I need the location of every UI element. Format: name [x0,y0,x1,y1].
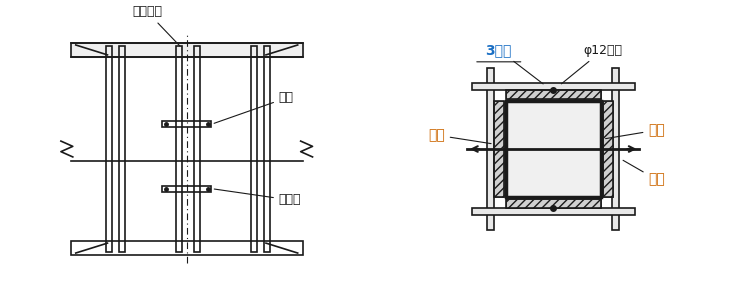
Bar [612,68,619,230]
Bar [505,199,601,208]
Bar [603,101,613,196]
Text: 模板: 模板 [605,123,665,139]
Bar [494,101,504,196]
Bar [119,46,125,251]
Text: 钢管: 钢管 [623,160,665,187]
Bar [505,90,601,100]
Bar [71,43,303,57]
Bar [162,121,212,127]
Bar [176,46,182,251]
Bar [488,68,494,230]
Bar [505,90,601,100]
Bar [162,186,212,192]
Text: 柱模板: 柱模板 [215,189,301,207]
Bar [71,241,303,255]
Bar [251,46,257,251]
Text: 木枋: 木枋 [428,128,491,144]
Text: φ12螺杆: φ12螺杆 [562,44,622,84]
Bar [472,208,634,215]
Bar [472,83,634,90]
Bar [505,101,601,196]
Text: 3型卡: 3型卡 [485,43,543,84]
Bar [505,199,601,208]
Bar [107,46,112,251]
Bar [264,46,270,251]
Text: 满堂支架: 满堂支架 [132,5,180,46]
Bar [494,101,504,196]
Bar [603,101,613,196]
Text: 柱箍: 柱箍 [214,91,294,123]
Bar [194,46,200,251]
